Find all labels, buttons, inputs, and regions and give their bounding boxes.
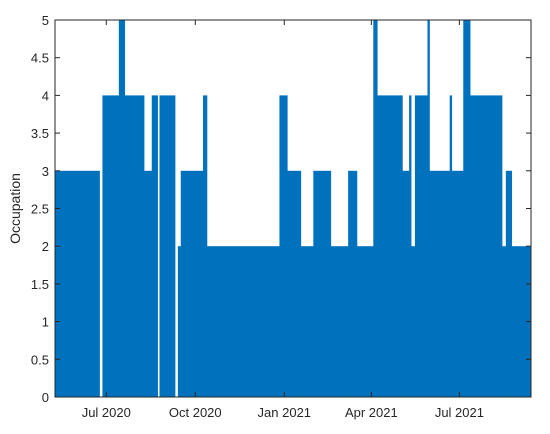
y-tick-label: 2.5 <box>31 202 49 217</box>
occupation-step <box>330 246 349 397</box>
occupation-step <box>356 246 374 397</box>
occupation-step <box>449 95 453 398</box>
occupation-step <box>177 246 182 397</box>
occupation-step <box>279 95 288 398</box>
x-tick-label: Jan 2021 <box>258 405 312 420</box>
occupation-step <box>55 170 100 397</box>
occupation-step <box>180 170 204 397</box>
y-tick-label: 4.5 <box>31 51 49 66</box>
occupation-step <box>463 20 471 397</box>
occupation-step <box>414 95 428 398</box>
occupation-step <box>313 170 332 397</box>
y-tick-label: 2 <box>42 239 49 254</box>
occupation-step <box>501 246 507 397</box>
x-tick-label: Oct 2020 <box>169 405 222 420</box>
occupation-step <box>203 95 208 398</box>
x-tick-label: Apr 2021 <box>345 405 398 420</box>
y-tick-label: 0.5 <box>31 352 49 367</box>
occupation-step <box>206 246 280 397</box>
occupation-step <box>427 20 430 397</box>
y-tick-label: 5 <box>42 13 49 28</box>
occupation-step <box>102 95 120 398</box>
y-tick-label: 3 <box>42 164 49 179</box>
occupation-step <box>429 170 451 397</box>
occupation-step <box>511 246 517 397</box>
occupation-step <box>348 170 358 397</box>
occupation-step <box>470 95 503 398</box>
occupation-step <box>118 20 126 397</box>
y-axis: 0 0.5 1 1.5 2 2.5 3 3.5 4 4.5 5 <box>31 13 531 405</box>
occupation-step <box>159 95 176 398</box>
x-axis: Jul 2020 Oct 2020 Jan 2021 Apr 2021 Jul 2021 <box>82 20 484 420</box>
occupation-step <box>377 95 403 398</box>
y-tick-label: 0 <box>42 390 49 405</box>
x-tick-label: Jul 2021 <box>435 405 484 420</box>
occupation-step <box>287 170 302 397</box>
occupation-step <box>402 170 410 397</box>
x-tick-label: Jul 2020 <box>82 405 131 420</box>
occupation-step <box>300 246 314 397</box>
y-tick-label: 4 <box>42 88 49 103</box>
y-tick-label: 1 <box>42 315 49 330</box>
occupation-step <box>505 170 513 397</box>
occupation-step <box>411 246 416 397</box>
occupation-step <box>451 170 464 397</box>
occupation-step <box>124 95 145 398</box>
data-area <box>55 20 532 398</box>
occupation-step <box>373 20 378 397</box>
occupation-step <box>151 95 158 398</box>
occupation-step <box>144 170 153 397</box>
y-axis-label: Occupation <box>7 173 23 244</box>
occupation-step <box>409 95 412 398</box>
y-tick-label: 3.5 <box>31 126 49 141</box>
y-tick-label: 1.5 <box>31 277 49 292</box>
